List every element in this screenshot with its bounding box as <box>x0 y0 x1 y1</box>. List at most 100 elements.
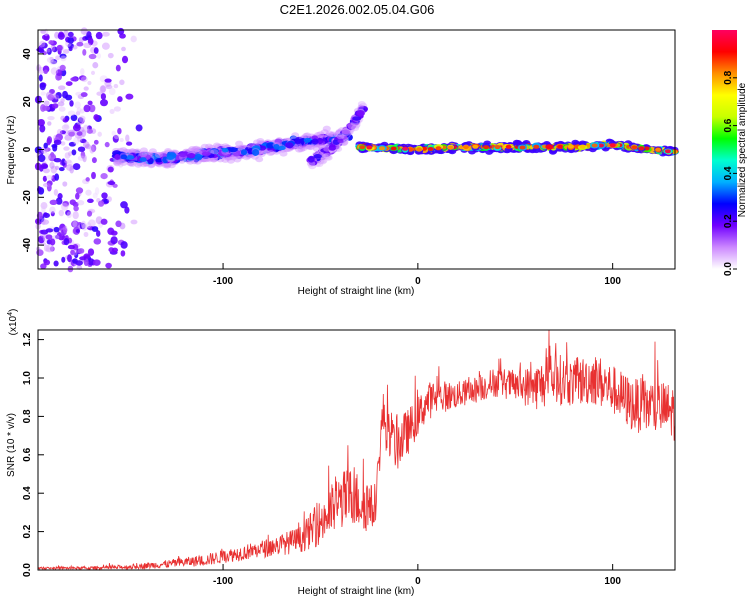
heatmap-cell <box>111 130 116 136</box>
heatmap-cell <box>352 116 362 121</box>
snr-y-label: SNR (10 * v/v) <box>6 413 17 477</box>
heatmap-cell <box>72 220 78 228</box>
heatmap-cell <box>53 189 59 196</box>
heatmap-cell <box>55 69 63 76</box>
heatmap-cell <box>88 104 96 113</box>
heatmap-cell <box>100 172 108 180</box>
heatmap-cell <box>240 149 248 156</box>
heatmap-cell <box>53 94 60 100</box>
heatmap-cell <box>255 156 264 163</box>
heatmap-cell <box>87 80 92 86</box>
heatmap-cell <box>98 200 105 207</box>
heatmap-cell <box>81 223 88 231</box>
heatmap-cell <box>155 158 163 163</box>
heatmap-cell <box>94 187 100 196</box>
heatmap-cell <box>72 163 81 171</box>
heatmap-cell <box>57 85 66 91</box>
heatmap-cell <box>83 104 91 113</box>
colorbar-tick-label: 0.0 <box>723 262 734 276</box>
heatmap-cell <box>112 134 119 143</box>
heatmap-cell <box>75 91 83 97</box>
heatmap-cell <box>80 76 88 83</box>
heatmap-cell <box>120 241 128 249</box>
heatmap-cell <box>51 46 58 53</box>
colorbar-label: Normalized spectral amplitude <box>737 82 748 217</box>
heatmap-cell <box>303 132 312 139</box>
heatmap-cell <box>532 147 541 154</box>
snr-y-tick-label: 0.4 <box>22 486 33 500</box>
heatmap-cell <box>82 49 87 56</box>
heatmap-cell <box>79 256 87 261</box>
heatmap-cell <box>83 42 92 49</box>
heatmap-cell <box>323 152 332 159</box>
heatmap-cell <box>557 144 564 149</box>
heatmap-cell <box>47 121 52 126</box>
snr-x-tick-label: 0 <box>415 576 421 587</box>
heatmap-cell <box>105 84 113 90</box>
snr-y-tick-label: 1.2 <box>22 332 33 346</box>
heatmap-cell <box>313 153 322 159</box>
heatmap-y-tick-label: 40 <box>22 48 33 60</box>
heatmap-cell <box>221 147 229 153</box>
heatmap-cell <box>112 183 118 188</box>
heatmap-cell <box>61 158 66 166</box>
heatmap-cell <box>119 79 125 86</box>
heatmap-cell <box>80 220 87 229</box>
heatmap-cell <box>49 246 55 252</box>
heatmap-cell <box>41 42 48 49</box>
heatmap-cell <box>121 46 126 52</box>
colorbar: 0.0 0.2 0.4 0.6 0.8 Normalized spectral ampl… <box>712 30 748 276</box>
heatmap-cell <box>40 229 49 235</box>
heatmap-cell <box>316 131 325 138</box>
heatmap-cell <box>46 48 51 53</box>
heatmap-cell <box>48 40 54 45</box>
heatmap-cell <box>194 153 203 161</box>
heatmap-cell <box>463 145 469 150</box>
snr-y-ticks: 0.0 0.2 0.4 0.6 0.8 1.0 1.2 <box>22 332 44 577</box>
heatmap-cell <box>47 116 55 121</box>
heatmap-cell <box>357 101 366 107</box>
heatmap-cell <box>88 53 97 60</box>
heatmap-cell <box>273 144 280 150</box>
heatmap-cell <box>121 55 129 64</box>
heatmap-cell <box>63 146 70 151</box>
heatmap-cell <box>46 137 51 146</box>
heatmap-cell <box>274 138 283 145</box>
heatmap-cell <box>329 131 338 138</box>
heatmap-marks <box>34 27 680 273</box>
heatmap-cell <box>44 153 51 161</box>
heatmap-cell <box>60 115 66 121</box>
heatmap-cell <box>76 107 82 113</box>
heatmap-cell <box>67 254 72 263</box>
heatmap-cell <box>294 142 303 149</box>
heatmap-cell <box>68 131 75 137</box>
heatmap-cell <box>65 210 71 216</box>
heatmap-cell <box>78 115 86 123</box>
heatmap-cell <box>44 28 49 37</box>
heatmap-cell <box>54 165 60 170</box>
heatmap-cell <box>567 144 574 149</box>
heatmap-y-tick-label: -40 <box>22 237 33 252</box>
heatmap-cell <box>77 200 85 206</box>
heatmap-panel: -100 0 100 -40 -20 0 20 40 Height of straight … <box>6 27 680 297</box>
heatmap-cell <box>49 60 58 65</box>
heatmap-cell <box>483 145 490 150</box>
heatmap-cell <box>45 234 53 240</box>
heatmap-cell <box>79 108 85 114</box>
heatmap-cell <box>65 164 74 171</box>
heatmap-cell <box>104 141 110 148</box>
heatmap-cell <box>120 201 128 209</box>
heatmap-cell <box>72 44 78 50</box>
heatmap-cell <box>75 228 80 234</box>
heatmap-cell <box>105 262 112 269</box>
heatmap-cell <box>60 98 65 103</box>
heatmap-cell <box>139 157 147 162</box>
heatmap-cell <box>67 110 76 116</box>
heatmap-cell <box>58 167 65 172</box>
heatmap-cell <box>113 134 120 140</box>
heatmap-cell <box>120 250 126 257</box>
heatmap-cell <box>45 175 54 180</box>
heatmap-cell <box>64 152 71 159</box>
heatmap-cell <box>347 123 357 130</box>
heatmap-cell <box>100 85 107 93</box>
